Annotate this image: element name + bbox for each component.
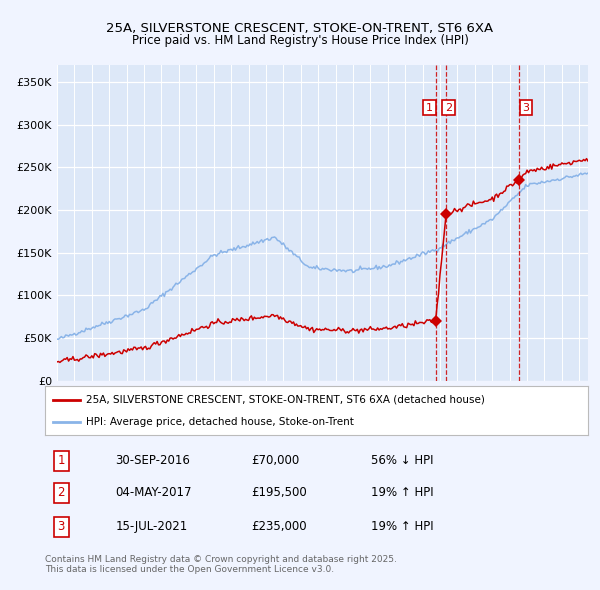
Text: 56% ↓ HPI: 56% ↓ HPI [371,454,433,467]
Text: 15-JUL-2021: 15-JUL-2021 [116,520,188,533]
Text: 19% ↑ HPI: 19% ↑ HPI [371,520,433,533]
Text: 1: 1 [58,454,65,467]
Text: Price paid vs. HM Land Registry's House Price Index (HPI): Price paid vs. HM Land Registry's House … [131,34,469,47]
Text: 2: 2 [445,103,452,113]
Text: £235,000: £235,000 [251,520,307,533]
Text: 25A, SILVERSTONE CRESCENT, STOKE-ON-TRENT, ST6 6XA (detached house): 25A, SILVERSTONE CRESCENT, STOKE-ON-TREN… [86,395,485,405]
Text: 04-MAY-2017: 04-MAY-2017 [116,486,192,499]
Text: 30-SEP-2016: 30-SEP-2016 [116,454,190,467]
Text: 3: 3 [523,103,529,113]
Text: 3: 3 [58,520,65,533]
Text: Contains HM Land Registry data © Crown copyright and database right 2025.
This d: Contains HM Land Registry data © Crown c… [45,555,397,574]
Text: HPI: Average price, detached house, Stoke-on-Trent: HPI: Average price, detached house, Stok… [86,417,353,427]
Text: £70,000: £70,000 [251,454,299,467]
Text: 19% ↑ HPI: 19% ↑ HPI [371,486,433,499]
Text: £195,500: £195,500 [251,486,307,499]
Text: 1: 1 [426,103,433,113]
Text: 25A, SILVERSTONE CRESCENT, STOKE-ON-TRENT, ST6 6XA: 25A, SILVERSTONE CRESCENT, STOKE-ON-TREN… [106,22,494,35]
Text: 2: 2 [58,486,65,499]
